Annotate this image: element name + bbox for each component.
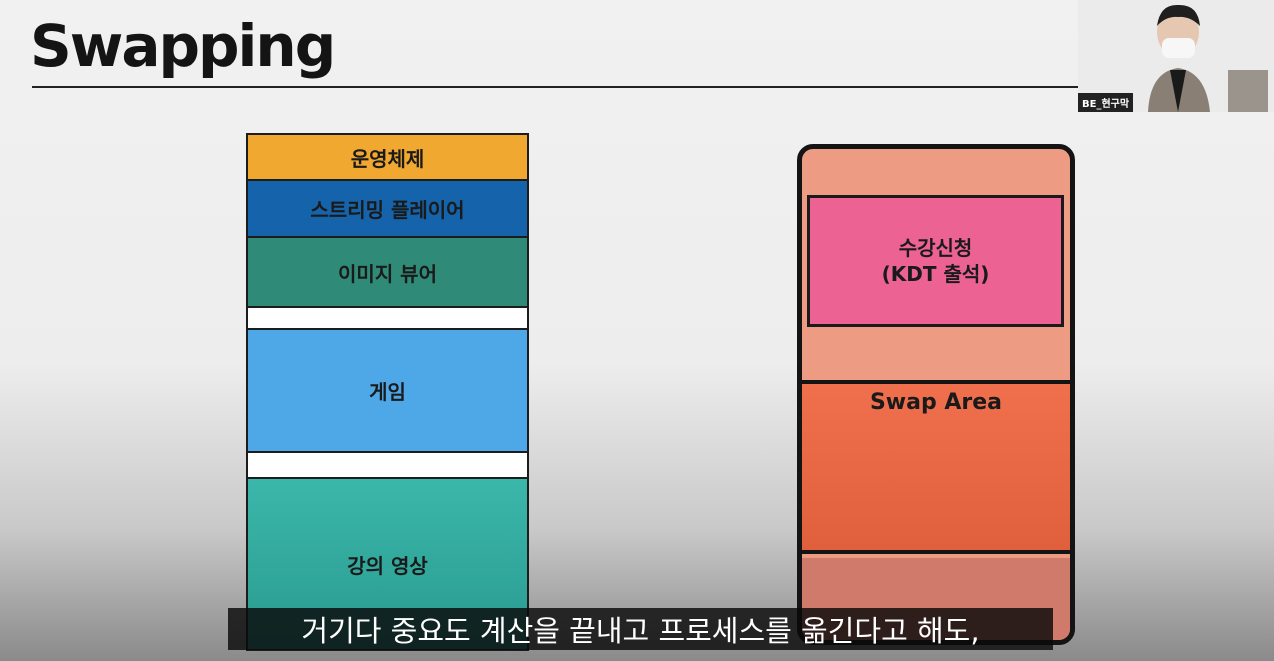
process-name: 수강신청 (898, 236, 973, 260)
memory-block-game: 게임 (246, 328, 529, 453)
memory-block-os: 운영체제 (246, 133, 529, 181)
participant-name-label: BE_현구막 (1078, 93, 1134, 112)
swap-area-label: Swap Area (869, 390, 1003, 415)
disk-diagram: 수강신청 (KDT 출석) Swap Area (797, 144, 1075, 645)
swapped-process-box: 수강신청 (KDT 출석) (807, 195, 1064, 327)
slide-title: Swapping (30, 12, 336, 80)
memory-block-free-2 (246, 451, 529, 479)
memory-block-streaming-player: 스트리밍 플레이어 (246, 179, 529, 238)
memory-block-image-viewer: 이미지 뷰어 (246, 236, 529, 308)
video-caption: 거기다 중요도 계산을 끝내고 프로세스를 옮긴다고 해도, (228, 608, 1053, 650)
swap-area: Swap Area (802, 380, 1070, 554)
title-divider (32, 86, 1078, 88)
memory-block-free-1 (246, 306, 529, 330)
process-subname: (KDT 출석) (881, 262, 990, 286)
